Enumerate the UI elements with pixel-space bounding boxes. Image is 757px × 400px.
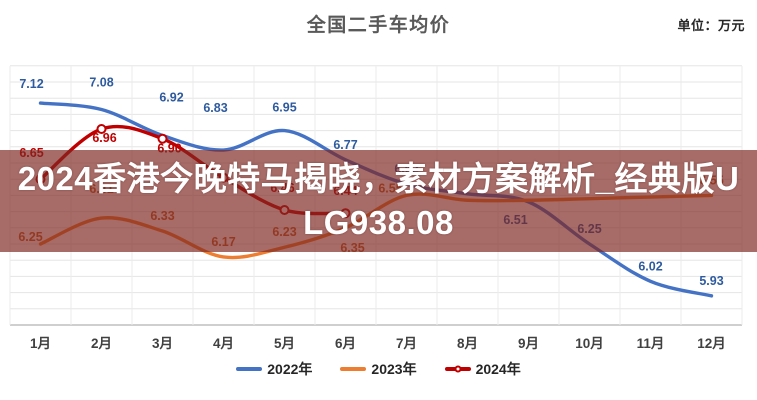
legend-label: 2024年 <box>475 361 521 377</box>
x-axis-label: 2月 <box>90 336 112 351</box>
data-point-marker <box>96 123 107 134</box>
chart-title: 全国二手车均价 <box>306 15 451 36</box>
x-axis-label: 4月 <box>212 336 234 351</box>
x-axis-label: 12月 <box>697 336 726 351</box>
data-label: 6.83 <box>203 101 227 115</box>
legend-item-2022年: 2022年 <box>236 359 312 379</box>
x-axis-label: 7月 <box>395 336 417 351</box>
x-axis-labels: 1月 2月 3月 4月 5月 6月 7月 8月 9月 10月 11月 12月 <box>0 332 757 351</box>
legend-swatch <box>444 365 471 373</box>
data-label: 6.77 <box>333 138 357 152</box>
data-label: 7.08 <box>89 76 113 90</box>
watermark-text-line1: 2024香港今晚特马揭晓，素材方案解析_经典版U <box>17 160 740 197</box>
data-label: 6.96 <box>92 131 116 145</box>
legend-item-2023年: 2023年 <box>340 359 417 379</box>
data-label: 7.12 <box>19 77 43 91</box>
data-label: 6.02 <box>638 259 662 273</box>
data-label: 6.95 <box>272 101 296 115</box>
unit-label: 单位：万元 <box>677 18 745 33</box>
legend-item-2024年: 2024年 <box>444 359 521 379</box>
data-label: 5.93 <box>699 274 723 288</box>
chart-legend: 2022年 2023年 2024年 <box>0 358 757 380</box>
legend-swatch <box>236 367 263 371</box>
x-axis-label: 3月 <box>151 336 173 351</box>
x-axis-label: 1月 <box>29 336 51 351</box>
legend-swatch <box>340 367 367 371</box>
x-axis-label: 9月 <box>517 336 539 351</box>
legend-marker-dot <box>454 365 462 373</box>
x-axis-label: 10月 <box>575 336 604 351</box>
watermark-text-line2: LG938.08 <box>303 204 454 241</box>
data-point-marker <box>157 133 168 144</box>
legend-label: 2023年 <box>371 361 417 377</box>
watermark-banner: 2024香港今晚特马揭晓，素材方案解析_经典版U LG938.08 <box>0 150 757 252</box>
x-axis-label: 11月 <box>636 336 665 351</box>
legend-label: 2022年 <box>267 361 313 377</box>
x-axis-label: 8月 <box>456 336 478 351</box>
x-axis-label: 5月 <box>273 336 295 351</box>
data-label: 6.92 <box>159 90 183 104</box>
x-axis-label: 6月 <box>334 336 356 351</box>
